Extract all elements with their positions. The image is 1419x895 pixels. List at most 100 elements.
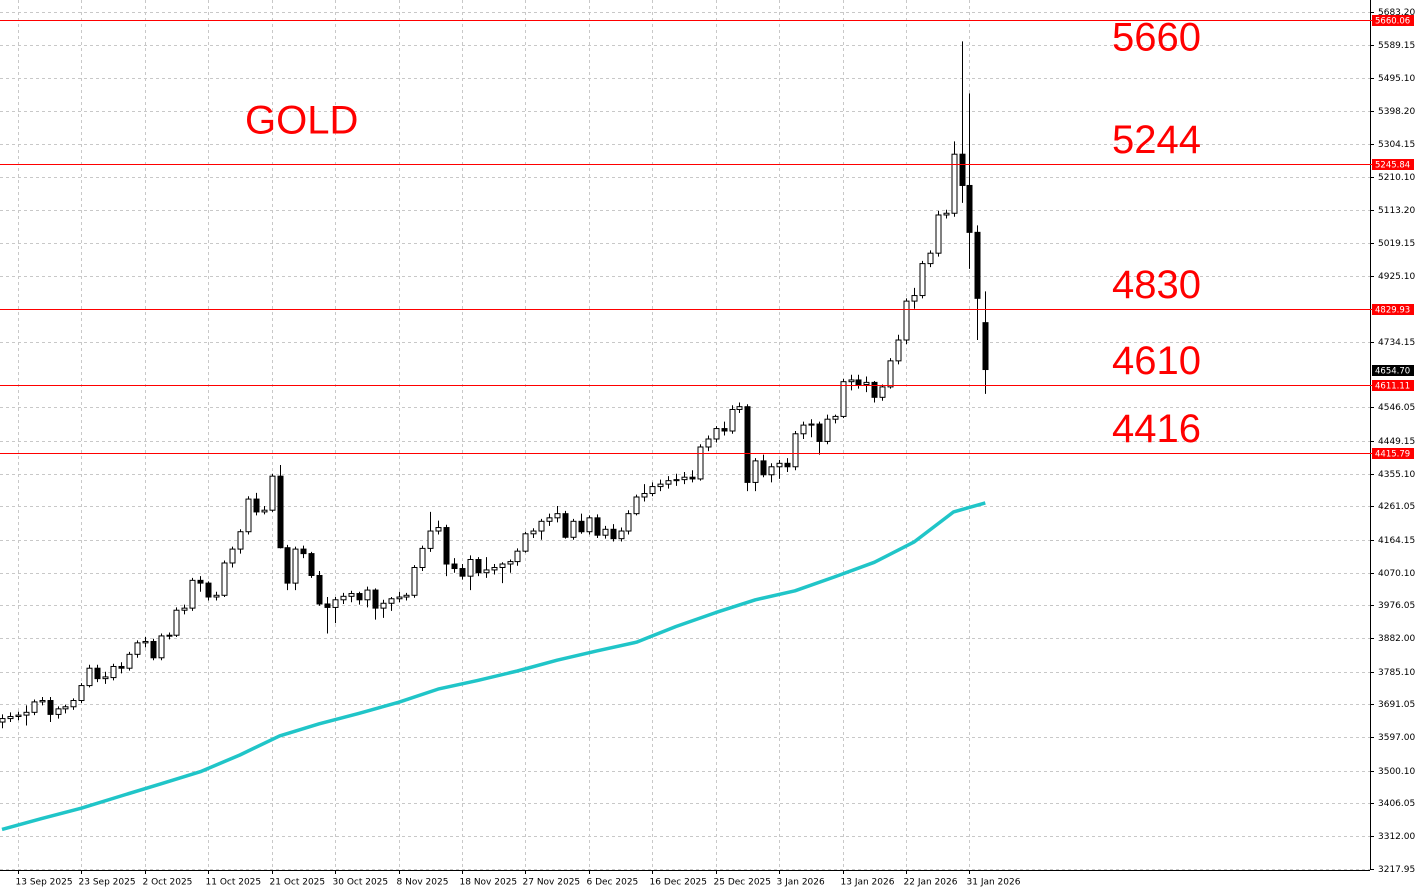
candle-body [102,676,109,680]
last-price-box [1372,365,1414,376]
level-label: 4829.93 [1375,306,1410,316]
candle-body [903,300,910,341]
y-tick-label: 3597.00 [1378,733,1415,743]
level-label: 4611.11 [1375,382,1410,392]
candle-body [974,231,981,299]
candle-body [752,460,759,483]
y-tick-label: 5019.15 [1378,239,1415,249]
level-label-box [1372,380,1414,391]
candle-body [261,509,268,513]
candle-body [158,635,165,659]
y-tick-label: 4734.15 [1378,338,1415,348]
level-label-box [1372,15,1414,26]
x-tick-label: 13 Jan 2026 [841,878,895,888]
y-tick-label: 4070.10 [1378,569,1415,579]
candle-body [427,530,434,549]
level-label-box [1372,448,1414,459]
candle-body [150,640,157,659]
candle-body [855,379,862,385]
candle-body [372,589,379,609]
level-annotation: 4416 [1112,407,1201,451]
candle-body [705,438,712,448]
chart-title: GOLD [245,99,358,143]
candle-body [538,520,545,532]
x-tick-label: 18 Nov 2025 [460,878,518,888]
level-label: 4415.79 [1375,450,1410,460]
candle-body [887,360,894,388]
candle-body [594,517,601,536]
candle-body [776,462,783,468]
candle-body [356,593,363,601]
candle-body [681,476,688,481]
x-tick-label: 21 Oct 2025 [270,878,326,888]
candle-body [388,598,395,604]
candle-body [269,475,276,511]
candle-body [507,561,514,565]
y-tick-label: 3406.05 [1378,799,1415,809]
candle-body [142,640,149,644]
y-tick-label: 5210.10 [1378,173,1415,183]
candle-body [62,706,69,710]
candle-body [166,634,173,637]
candle-body [649,486,656,495]
candle-body [213,594,220,598]
y-tick-label: 5113.20 [1378,206,1415,216]
candle-body [966,184,973,233]
candle-body [78,685,85,702]
candle-body [245,498,252,533]
candle-body [951,153,958,214]
y-tick-label: 4925.10 [1378,272,1415,282]
y-tick-label: 4449.15 [1378,437,1415,447]
candle-body [578,520,585,533]
candle-body [181,607,188,611]
y-tick-label: 3312.00 [1378,832,1415,842]
candle-body [800,424,807,435]
candle-body [832,415,839,420]
candle-body [23,711,30,716]
candle-body [633,496,640,515]
candle-body [522,533,529,552]
level-label-box [1372,159,1414,170]
candle-body [736,406,743,410]
x-tick-label: 3 Jan 2026 [777,878,825,888]
candle-body [324,603,331,608]
candle-body [792,433,799,468]
candle-body [689,476,696,480]
candle-body [39,700,46,703]
candle-body [602,528,609,536]
x-tick-label: 2 Oct 2025 [143,878,193,888]
y-tick-label: 3976.05 [1378,601,1415,611]
level-annotation: 5244 [1112,118,1201,162]
candle-body [491,566,498,571]
y-tick-label: 3691.05 [1378,700,1415,710]
candle-body [340,595,347,601]
candle-body [332,599,339,608]
candle-body [895,339,902,362]
candle-body [308,553,315,576]
candle-body [94,667,101,680]
candle-body [768,466,775,476]
candle-body [364,589,371,601]
y-tick-label: 4261.05 [1378,502,1415,512]
x-tick-label: 13 Sep 2025 [16,878,73,888]
candle-body [403,594,410,598]
candle-body [625,513,632,532]
candle-body [919,263,926,297]
candle-body [879,386,886,398]
y-tick-label: 5398.20 [1378,107,1415,117]
candle-body [205,582,212,598]
y-tick-label: 4164.15 [1378,536,1415,546]
x-tick-label: 27 Nov 2025 [523,878,581,888]
x-tick-label: 22 Jan 2026 [904,878,958,888]
candle-body [411,566,418,596]
candle-body [189,579,196,609]
y-tick-label: 5589.15 [1378,41,1415,51]
x-tick-label: 25 Dec 2025 [714,878,772,888]
candle-body [554,513,561,519]
candle-body [499,563,506,568]
y-tick-label: 3217.95 [1378,865,1415,875]
y-tick-label: 5495.10 [1378,74,1415,84]
x-tick-label: 6 Dec 2025 [587,878,639,888]
candle-body [959,153,966,186]
